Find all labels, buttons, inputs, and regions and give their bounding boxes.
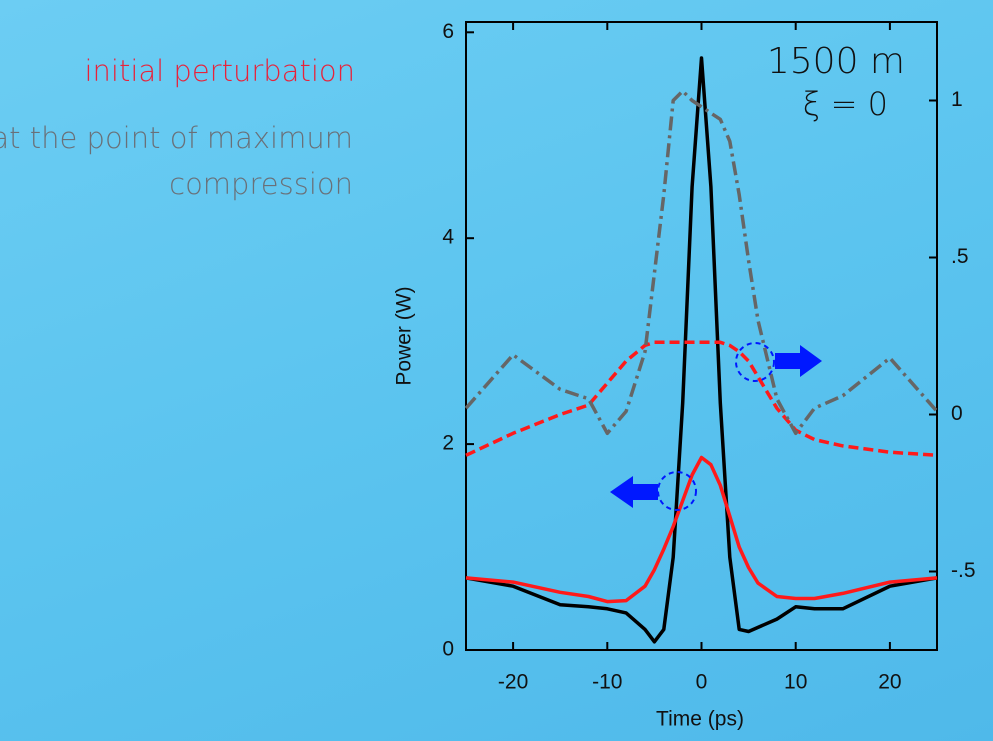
x-axis-label: Time (ps) xyxy=(656,708,744,731)
y-tick-label: 6 xyxy=(442,20,454,43)
marker-circle xyxy=(735,342,775,382)
caption: compression xyxy=(169,167,353,201)
arrow-right xyxy=(775,345,822,377)
annotation: ξ = 0 xyxy=(803,85,888,123)
y2-tick-label: -.5 xyxy=(951,559,976,582)
caption: at the point of maximum xyxy=(0,121,353,155)
x-tick-label: 20 xyxy=(878,671,901,694)
data-line xyxy=(465,455,938,604)
y-tick-label: 2 xyxy=(442,432,454,455)
x-tick-label: -20 xyxy=(498,671,528,694)
data-line xyxy=(465,56,938,644)
caption: initial perturbation xyxy=(84,54,355,88)
y-axis-label: Power (W) xyxy=(393,286,416,385)
y2-tick-label: 0 xyxy=(951,402,963,425)
y-tick-label: 4 xyxy=(442,226,454,249)
x-tick-label: 0 xyxy=(696,671,708,694)
annotation: 1500 m xyxy=(767,41,905,82)
arrow-left xyxy=(610,476,658,508)
data-line xyxy=(465,340,938,458)
y-tick-label: 0 xyxy=(442,638,454,661)
x-tick-label: 10 xyxy=(784,671,807,694)
x-tick-label: -10 xyxy=(592,671,622,694)
marker-circle xyxy=(657,471,697,511)
y2-tick-label: 1 xyxy=(951,88,963,111)
y2-tick-label: .5 xyxy=(951,245,969,268)
data-line xyxy=(464,89,939,436)
plot xyxy=(464,56,939,644)
